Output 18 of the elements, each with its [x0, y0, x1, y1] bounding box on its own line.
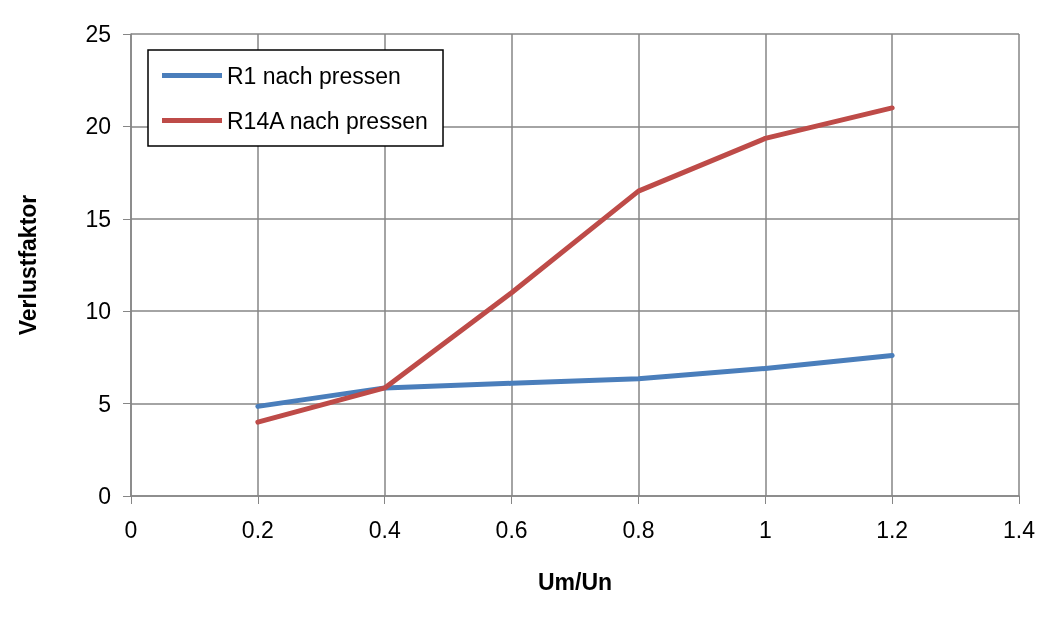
- legend-label: R1 nach pressen: [227, 62, 401, 89]
- x-tick-label: 1.4: [1003, 516, 1036, 543]
- y-tick-label: 5: [98, 390, 111, 417]
- x-tick-label: 0.4: [368, 516, 401, 543]
- y-tick-label: 25: [85, 21, 111, 47]
- y-tick-label: 20: [85, 113, 111, 140]
- y-tick-label: 0: [98, 483, 111, 509]
- x-tick-label: 0.6: [495, 516, 528, 543]
- y-axis-title: Verlustfaktor: [14, 194, 41, 336]
- x-tick-label: 0: [124, 516, 138, 543]
- y-tick-label: 10: [85, 298, 111, 325]
- x-tick-label: 0.8: [622, 516, 655, 543]
- x-axis-title: Um/Un: [537, 568, 613, 595]
- y-tick-label: 15: [85, 205, 111, 232]
- x-tick-label: 1: [758, 516, 772, 543]
- x-tick-label: 0.2: [241, 516, 274, 543]
- legend-label: R14A nach pressen: [227, 107, 428, 134]
- x-tick-label: 1.2: [876, 516, 909, 543]
